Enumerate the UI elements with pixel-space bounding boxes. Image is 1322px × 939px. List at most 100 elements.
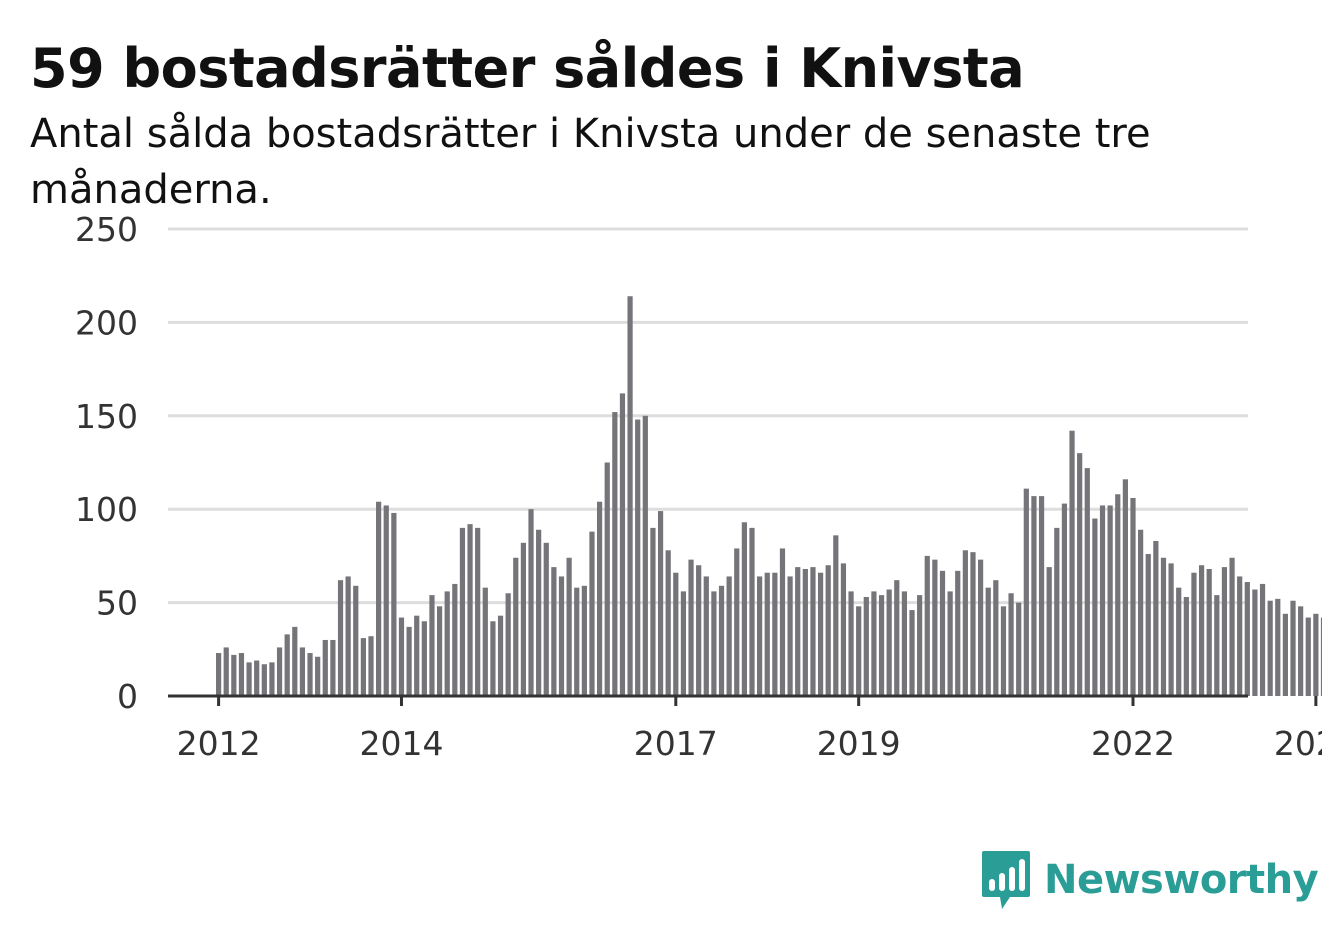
bar bbox=[1313, 613, 1319, 696]
bar bbox=[1031, 496, 1037, 696]
bar bbox=[292, 626, 298, 696]
chart-subtitle: Antal sålda bostadsrätter i Knivsta unde… bbox=[30, 111, 1151, 213]
bar bbox=[376, 501, 382, 696]
bar bbox=[337, 580, 344, 696]
brand-name: Newsworthy bbox=[1044, 857, 1319, 903]
bar bbox=[734, 548, 740, 696]
x-tick-label: 2024 bbox=[1274, 724, 1322, 763]
bar bbox=[589, 531, 595, 696]
bar bbox=[939, 570, 946, 696]
bar bbox=[970, 552, 976, 696]
bar bbox=[444, 591, 450, 696]
x-tick-label: 2012 bbox=[177, 724, 261, 763]
bar bbox=[795, 567, 801, 696]
bar bbox=[353, 585, 359, 696]
bar bbox=[360, 638, 366, 696]
bar bbox=[909, 610, 915, 696]
bar bbox=[696, 565, 702, 696]
bar bbox=[833, 535, 839, 696]
bar bbox=[1244, 582, 1250, 696]
bar bbox=[878, 595, 885, 696]
bar bbox=[216, 653, 222, 696]
bar bbox=[1221, 567, 1228, 696]
bar bbox=[238, 653, 245, 696]
bar bbox=[452, 583, 458, 696]
y-tick-label: 150 bbox=[75, 397, 138, 436]
bar bbox=[1023, 488, 1029, 696]
bar bbox=[619, 393, 626, 696]
bar bbox=[1153, 540, 1159, 696]
bar bbox=[1275, 598, 1281, 696]
bar bbox=[871, 591, 877, 696]
bar bbox=[1237, 576, 1243, 696]
bar bbox=[1092, 518, 1098, 696]
bar bbox=[985, 587, 991, 696]
bar bbox=[1008, 593, 1014, 696]
bar bbox=[718, 585, 725, 696]
bar bbox=[726, 576, 732, 696]
bar bbox=[757, 576, 763, 696]
x-tick-label: 2022 bbox=[1091, 724, 1175, 763]
bar bbox=[1176, 587, 1182, 696]
bar bbox=[1183, 597, 1189, 696]
y-tick-label: 50 bbox=[96, 584, 138, 623]
bar bbox=[642, 415, 648, 696]
y-tick-label: 200 bbox=[75, 303, 138, 342]
bar bbox=[764, 572, 770, 696]
bar bbox=[581, 585, 587, 696]
bar bbox=[505, 593, 511, 696]
bar bbox=[284, 634, 290, 696]
bar bbox=[421, 621, 427, 696]
bar bbox=[665, 550, 671, 696]
bar bbox=[566, 557, 572, 696]
y-tick-label: 250 bbox=[75, 210, 138, 249]
bar bbox=[924, 555, 930, 696]
bar bbox=[1160, 557, 1167, 696]
bar bbox=[490, 621, 496, 696]
bar bbox=[635, 419, 641, 696]
bar bbox=[1267, 600, 1273, 696]
bar bbox=[962, 550, 968, 696]
bar bbox=[520, 542, 526, 696]
bar bbox=[886, 589, 892, 696]
bar bbox=[391, 512, 397, 696]
bar bbox=[543, 542, 549, 696]
bar bbox=[856, 606, 862, 696]
bar bbox=[414, 615, 420, 696]
bar bbox=[1214, 595, 1220, 696]
bar bbox=[1107, 505, 1113, 696]
bar bbox=[368, 636, 374, 696]
labels: 0501001502002502012201420172019202220245… bbox=[75, 210, 1322, 763]
bar bbox=[436, 606, 443, 696]
bar bbox=[810, 567, 816, 696]
bar bbox=[1298, 606, 1304, 696]
bar bbox=[1320, 617, 1322, 696]
x-tick-label: 2014 bbox=[359, 724, 443, 763]
bar bbox=[772, 572, 778, 696]
bar bbox=[1229, 557, 1235, 696]
y-tick-label: 0 bbox=[117, 677, 138, 716]
y-tick-label: 100 bbox=[75, 490, 138, 529]
axes bbox=[168, 694, 1318, 706]
bar bbox=[269, 662, 275, 696]
bar bbox=[398, 617, 405, 696]
bar bbox=[779, 548, 786, 696]
bar bbox=[597, 501, 603, 696]
gridlines bbox=[168, 227, 1248, 605]
bar bbox=[901, 591, 907, 696]
bar bbox=[1252, 589, 1258, 696]
bar bbox=[1130, 497, 1136, 696]
bar bbox=[315, 656, 321, 696]
bar bbox=[978, 559, 984, 696]
bar bbox=[703, 576, 709, 696]
bar bbox=[1305, 617, 1311, 696]
bar bbox=[406, 626, 412, 696]
bar bbox=[1198, 565, 1205, 696]
bar bbox=[330, 639, 336, 696]
newsworthy-logo[interactable]: Newsworthy bbox=[980, 848, 1319, 912]
bar bbox=[536, 529, 542, 696]
bar bbox=[513, 557, 519, 696]
bars bbox=[216, 296, 1322, 696]
bar bbox=[223, 647, 229, 696]
